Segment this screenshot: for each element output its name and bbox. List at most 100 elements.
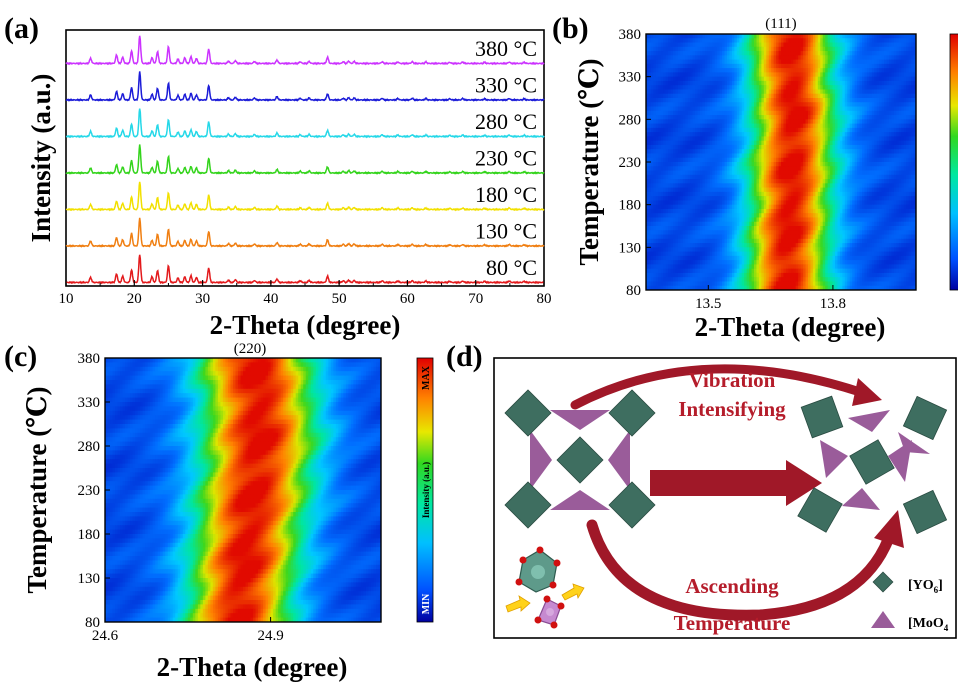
heatmap-cell bbox=[766, 80, 770, 86]
heatmap-cell bbox=[798, 208, 802, 214]
heatmap-cell bbox=[655, 42, 659, 48]
heatmap-cell bbox=[778, 38, 782, 44]
heatmap-cell bbox=[820, 174, 824, 180]
heatmap-cell bbox=[798, 149, 802, 155]
heatmap-cell bbox=[776, 132, 780, 137]
heatmap-cell bbox=[707, 127, 711, 133]
heatmap-cell bbox=[717, 42, 721, 48]
heatmap-cell bbox=[675, 123, 679, 129]
heatmap-cell bbox=[729, 93, 733, 99]
heatmap-cell bbox=[660, 76, 664, 82]
heatmap-cell bbox=[839, 85, 843, 91]
heatmap-cell bbox=[702, 179, 706, 184]
heatmap-cell bbox=[871, 162, 875, 167]
heatmap-cell bbox=[835, 127, 839, 133]
heatmap-cell bbox=[702, 106, 706, 112]
heatmap-cell bbox=[646, 123, 650, 129]
heatmap-cell bbox=[670, 174, 674, 180]
heatmap-cell bbox=[692, 208, 696, 214]
heatmap-cell bbox=[832, 110, 836, 116]
heatmap-cell bbox=[677, 42, 681, 48]
heatmap-cell bbox=[881, 102, 885, 108]
heatmap-cell bbox=[879, 63, 883, 69]
heatmap-cell bbox=[719, 166, 723, 172]
heatmap-cell bbox=[692, 102, 696, 108]
heatmap-cell bbox=[680, 123, 684, 129]
heatmap-cell bbox=[874, 42, 878, 48]
heatmap-cell bbox=[761, 98, 765, 103]
heatmap-cell bbox=[812, 200, 816, 206]
heatmap-cell bbox=[798, 68, 802, 73]
heatmap-cell bbox=[896, 42, 900, 48]
heatmap-cell bbox=[741, 170, 745, 176]
heatmap-cell bbox=[783, 38, 787, 44]
heatmap-cell bbox=[808, 76, 812, 82]
heatmap-cell bbox=[874, 46, 878, 52]
heatmap-cell bbox=[793, 162, 797, 167]
heatmap-cell bbox=[773, 187, 777, 193]
heatmap-cell bbox=[776, 136, 780, 142]
heatmap-cell bbox=[820, 136, 824, 142]
heatmap-cell bbox=[842, 200, 846, 206]
heatmap-cell bbox=[648, 102, 652, 108]
heatmap-cell bbox=[812, 80, 816, 86]
heatmap-cell bbox=[658, 140, 662, 146]
heatmap-cell bbox=[766, 38, 770, 44]
heatmap-cell bbox=[866, 127, 870, 133]
heatmap-cell bbox=[835, 208, 839, 214]
heatmap-cell bbox=[707, 119, 711, 125]
heatmap-cell bbox=[736, 123, 740, 129]
heatmap-cell bbox=[660, 153, 664, 159]
heatmap-cell bbox=[903, 170, 907, 176]
heatmap-cell bbox=[827, 213, 831, 219]
heatmap-cell bbox=[690, 183, 694, 189]
heatmap-cell bbox=[697, 166, 701, 172]
heatmap-cell bbox=[675, 119, 679, 125]
heatmap-cell bbox=[874, 170, 878, 176]
heatmap-cell bbox=[866, 149, 870, 155]
heatmap-cell bbox=[655, 102, 659, 108]
heatmap-cell bbox=[844, 174, 848, 180]
heatmap-cell bbox=[773, 140, 777, 146]
heatmap-cell bbox=[744, 42, 748, 48]
heatmap-cell bbox=[893, 213, 897, 219]
heatmap-cell bbox=[889, 127, 893, 133]
heatmap-cell bbox=[903, 208, 907, 214]
heatmap-cell bbox=[830, 38, 834, 44]
heatmap-cell bbox=[896, 46, 900, 52]
heatmap-cell bbox=[714, 136, 718, 142]
heatmap-cell bbox=[739, 34, 743, 39]
heatmap-cell bbox=[800, 63, 804, 69]
heatmap-cell bbox=[812, 149, 816, 155]
heatmap-cell bbox=[803, 85, 807, 91]
heatmap-cell bbox=[790, 34, 794, 39]
heatmap-cell bbox=[746, 80, 750, 86]
heatmap-cell bbox=[781, 153, 785, 159]
heatmap-cell bbox=[871, 93, 875, 99]
heatmap-cell bbox=[744, 80, 748, 86]
heatmap-cell bbox=[864, 89, 868, 95]
heatmap-cell bbox=[844, 89, 848, 95]
heatmap-cell bbox=[776, 149, 780, 155]
heatmap-cell bbox=[727, 204, 731, 210]
heatmap-cell bbox=[650, 55, 654, 61]
heatmap-cell bbox=[692, 34, 696, 39]
heatmap-cell bbox=[879, 89, 883, 95]
heatmap-cell bbox=[857, 170, 861, 176]
heatmap-cell bbox=[768, 217, 772, 223]
heatmap-cell bbox=[685, 153, 689, 159]
heatmap-cell bbox=[685, 132, 689, 137]
heatmap-cell bbox=[761, 55, 765, 61]
heatmap-cell bbox=[729, 162, 733, 167]
heatmap-cell bbox=[798, 59, 802, 65]
heatmap-cell bbox=[857, 191, 861, 197]
heatmap-cell bbox=[677, 123, 681, 129]
heatmap-cell bbox=[862, 166, 866, 172]
heatmap-cell bbox=[741, 85, 745, 91]
heatmap-cell bbox=[815, 76, 819, 82]
heatmap-cell bbox=[913, 200, 916, 206]
heatmap-cell bbox=[746, 208, 750, 214]
heatmap-cell bbox=[906, 42, 910, 48]
heatmap-cell bbox=[795, 157, 799, 163]
heatmap-cell bbox=[785, 89, 789, 95]
